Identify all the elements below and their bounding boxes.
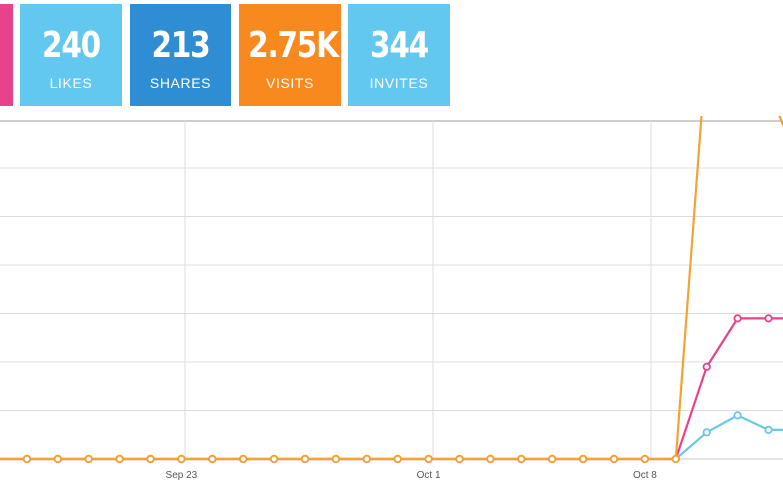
- data-point: [300, 454, 310, 464]
- likes-label: LIKES: [49, 75, 93, 91]
- data-point: [269, 454, 279, 464]
- data-point: [84, 454, 93, 464]
- invites-count: 344: [370, 25, 429, 66]
- data-point: [22, 454, 31, 464]
- x-axis-ticks: Sep 23 Oct 1 Oct 8: [166, 470, 658, 481]
- data-point: [548, 454, 557, 464]
- data-point: [702, 428, 711, 437]
- x-tick-label: Sep 23: [166, 470, 198, 481]
- stat-tile-likes[interactable]: 240 LIKES: [20, 4, 122, 106]
- data-point: [486, 454, 495, 464]
- data-point: [733, 411, 742, 420]
- data-point: [455, 454, 464, 464]
- horizontal-gridlines: [0, 120, 783, 460]
- data-point: [362, 454, 371, 464]
- vertical-gridlines: [184, 121, 652, 459]
- visits-count: 2.75K: [248, 25, 339, 66]
- data-point: [146, 454, 155, 464]
- stat-tile-invites[interactable]: 344 INVITES: [348, 4, 450, 106]
- data-point: [208, 454, 217, 464]
- series-points: [22, 314, 773, 464]
- data-point: [115, 454, 124, 464]
- series-line: [0, 317, 783, 461]
- data-point: [671, 454, 680, 464]
- data-point: [609, 454, 619, 464]
- data-point: [764, 425, 773, 434]
- likes-count: 240: [42, 25, 101, 66]
- series-line: [0, 116, 783, 461]
- stats-bar: 240 LIKES 213 SHARES 2.75K VISITS 344 IN…: [0, 0, 783, 110]
- stat-tile-visits[interactable]: 2.75K VISITS: [239, 4, 341, 106]
- data-point: [702, 362, 711, 371]
- data-point: [578, 454, 588, 464]
- invites-label: INVITES: [369, 75, 429, 91]
- data-point: [239, 454, 248, 464]
- stat-tile-pink[interactable]: [0, 4, 13, 106]
- data-point: [393, 454, 402, 464]
- data-point: [733, 314, 742, 323]
- data-point: [424, 454, 433, 464]
- data-point: [177, 454, 186, 464]
- data-point: [517, 454, 526, 464]
- visits-label: VISITS: [266, 75, 314, 91]
- data-point: [53, 454, 62, 464]
- activity-line-chart: Sep 23 Oct 1 Oct 8: [0, 116, 783, 481]
- data-point: [640, 454, 650, 464]
- x-tick-label: Oct 8: [633, 470, 657, 481]
- shares-count: 213: [151, 25, 211, 66]
- data-point: [331, 454, 340, 464]
- data-point: [764, 314, 773, 323]
- stat-tile-shares[interactable]: 213 SHARES: [130, 4, 231, 106]
- shares-label: SHARES: [149, 75, 212, 91]
- series-lines: [0, 116, 783, 461]
- x-tick-label: Oct 1: [417, 470, 441, 481]
- series-line: [0, 414, 783, 461]
